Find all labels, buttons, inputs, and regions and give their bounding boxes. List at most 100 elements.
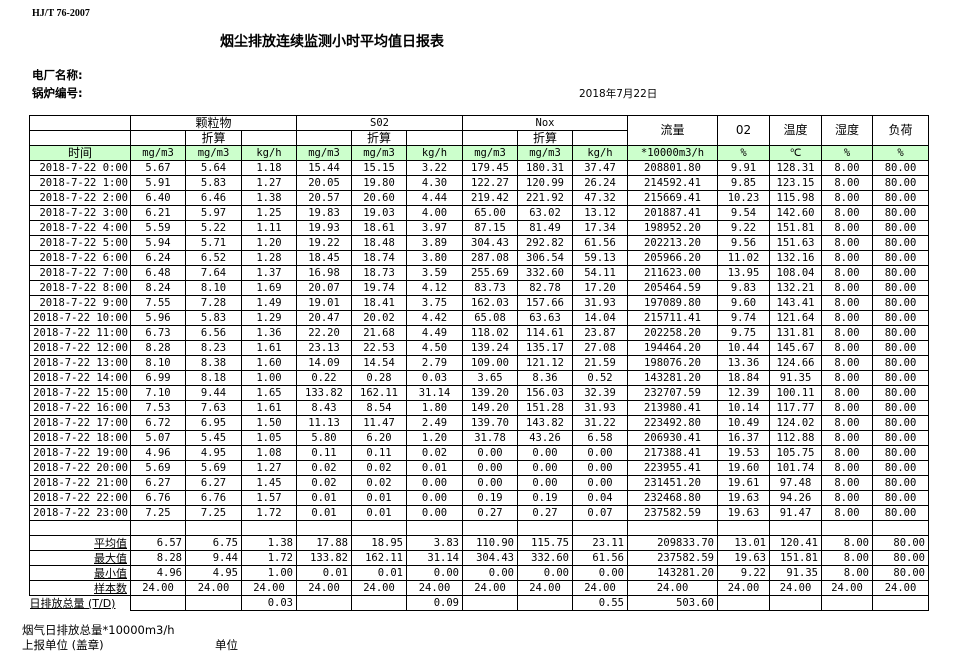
value-cell: [872, 595, 929, 611]
value-cell: 124.66: [769, 355, 822, 371]
table-row: 2018-7-22 8:00 8.24 8.10 1.69 20.07 19.74 4.12…: [29, 280, 929, 296]
blank-cell: [769, 520, 822, 536]
value-cell: 8.28: [130, 550, 186, 566]
standard-code: HJ/T 76-2007: [32, 8, 90, 19]
value-cell: 26.24: [572, 175, 628, 191]
hourly-report-table: 颗粒物 S02 Nox 流量 02 温度 湿度 负荷 折算 折算 折算 时间 m…: [29, 115, 929, 611]
value-cell: [296, 595, 352, 611]
value-cell: 6.52: [185, 250, 242, 266]
header-blank: [296, 130, 352, 146]
blank-cell: [406, 520, 463, 536]
value-cell: 24.00: [717, 580, 770, 596]
value-cell: 7.28: [185, 295, 242, 311]
value-cell: 0.00: [517, 565, 573, 581]
value-cell: 223955.41: [627, 460, 718, 476]
value-cell: 9.54: [717, 205, 770, 221]
value-cell: 80.00: [872, 505, 929, 521]
value-cell: 63.02: [517, 205, 573, 221]
value-cell: 0.27: [462, 505, 518, 521]
value-cell: 18.61: [351, 220, 407, 236]
value-cell: 8.24: [130, 280, 186, 296]
value-cell: 5.07: [130, 430, 186, 446]
value-cell: 332.60: [517, 550, 573, 566]
value-cell: 221.92: [517, 190, 573, 206]
value-cell: 115.98: [769, 190, 822, 206]
value-cell: 91.35: [769, 565, 822, 581]
value-cell: 9.74: [717, 310, 770, 326]
value-cell: 4.95: [185, 445, 242, 461]
value-cell: 120.99: [517, 175, 573, 191]
value-cell: 5.22: [185, 220, 242, 236]
value-cell: 143281.20: [627, 370, 718, 386]
time-cell: 2018-7-22 2:00: [29, 190, 131, 206]
value-cell: 80.00: [872, 325, 929, 341]
value-cell: 4.42: [406, 310, 463, 326]
value-cell: 8.00: [821, 505, 873, 521]
value-cell: 5.69: [185, 460, 242, 476]
value-cell: 6.75: [185, 535, 242, 551]
value-cell: 197089.80: [627, 295, 718, 311]
table-row: 2018-7-22 21:00 6.27 6.27 1.45 0.02 0.02 0.00 0…: [29, 475, 929, 491]
value-cell: 17.34: [572, 220, 628, 236]
value-cell: 8.00: [821, 355, 873, 371]
table-row: 2018-7-22 10:00 5.96 5.83 1.29 20.47 20.02 4.4…: [29, 310, 929, 326]
time-cell: 2018-7-22 5:00: [29, 235, 131, 251]
value-cell: 211623.00: [627, 265, 718, 281]
header-blank: [241, 130, 297, 146]
value-cell: [517, 595, 573, 611]
value-cell: 43.26: [517, 430, 573, 446]
summary-label: 最小值: [29, 565, 131, 581]
value-cell: 8.00: [821, 400, 873, 416]
value-cell: 97.48: [769, 475, 822, 491]
unit-cell: mg/m3: [130, 145, 186, 161]
value-cell: 13.95: [717, 265, 770, 281]
value-cell: 304.43: [462, 235, 518, 251]
value-cell: 80.00: [872, 430, 929, 446]
value-cell: 19.63: [717, 490, 770, 506]
value-cell: 19.01: [296, 295, 352, 311]
value-cell: 8.28: [130, 340, 186, 356]
value-cell: 8.00: [821, 475, 873, 491]
value-cell: 5.59: [130, 220, 186, 236]
value-cell: 82.78: [517, 280, 573, 296]
value-cell: 19.53: [717, 445, 770, 461]
value-cell: 0.07: [572, 505, 628, 521]
value-cell: 23.11: [572, 535, 628, 551]
value-cell: 9.75: [717, 325, 770, 341]
value-cell: 8.00: [821, 160, 873, 176]
value-cell: 3.89: [406, 235, 463, 251]
value-cell: 0.00: [572, 475, 628, 491]
value-cell: 65.08: [462, 310, 518, 326]
value-cell: 118.02: [462, 325, 518, 341]
value-cell: 0.19: [517, 490, 573, 506]
unit-cell: %: [717, 145, 770, 161]
value-cell: 208801.80: [627, 160, 718, 176]
value-cell: 0.03: [406, 370, 463, 386]
table-row: 2018-7-22 20:00 5.69 5.69 1.27 0.02 0.02 0.01 0…: [29, 460, 929, 476]
value-cell: 162.03: [462, 295, 518, 311]
value-cell: 287.08: [462, 250, 518, 266]
value-cell: 105.75: [769, 445, 822, 461]
value-cell: 14.09: [296, 355, 352, 371]
table-row: 2018-7-22 16:00 7.53 7.63 1.61 8.43 8.54 1.80 1…: [29, 400, 929, 416]
value-cell: 0.02: [296, 475, 352, 491]
value-cell: [130, 595, 186, 611]
value-cell: 6.40: [130, 190, 186, 206]
value-cell: 4.96: [130, 445, 186, 461]
value-cell: 131.81: [769, 325, 822, 341]
value-cell: 143.82: [517, 415, 573, 431]
value-cell: 1.65: [241, 385, 297, 401]
summary-label: 日排放总量 (T/D): [29, 595, 131, 611]
value-cell: 4.00: [406, 205, 463, 221]
value-cell: 8.00: [821, 220, 873, 236]
flue-gas-total-label: 烟气日排放总量*10000m3/h: [22, 623, 175, 637]
value-cell: 0.28: [351, 370, 407, 386]
value-cell: 4.50: [406, 340, 463, 356]
unit-cell: *10000m3/h: [627, 145, 718, 161]
value-cell: 12.39: [717, 385, 770, 401]
value-cell: 24.00: [627, 580, 718, 596]
value-cell: 83.73: [462, 280, 518, 296]
value-cell: 0.01: [351, 490, 407, 506]
value-cell: 80.00: [872, 535, 929, 551]
value-cell: 24.00: [517, 580, 573, 596]
